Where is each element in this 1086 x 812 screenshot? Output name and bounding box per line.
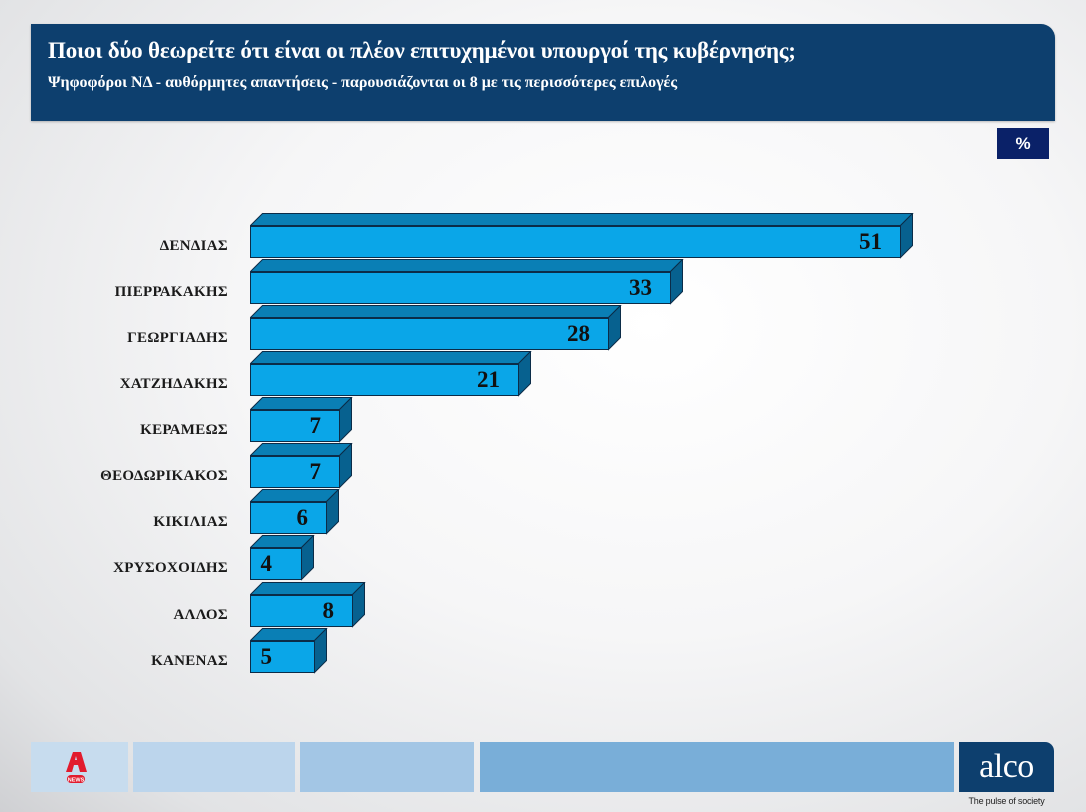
category-label: ΘΕΟΔΩΡΙΚΑΚΟΣ [100, 468, 228, 484]
value-label: 7 [309, 413, 322, 438]
alco-tagline: The pulse of society [968, 796, 1045, 806]
bar-face: 8 [250, 595, 353, 627]
bar-face: 5 [250, 641, 315, 673]
category-label: ΧΑΤΖΗΔΑΚΗΣ [119, 376, 228, 392]
bar-3d-shape [250, 489, 340, 535]
category-label: ΚΕΡΑΜΕΩΣ [140, 422, 228, 438]
bar-3d-shape [250, 628, 328, 674]
footer-block-4 [480, 742, 954, 792]
bar: 6 [250, 489, 340, 535]
category-label: ΓΕΩΡΓΙΑΔΗΣ [127, 330, 228, 346]
bar-face: 6 [250, 502, 327, 534]
bar: 8 [250, 582, 366, 628]
footer-block-2 [133, 742, 295, 792]
category-label: ΚΙΚΙΛΙΑΣ [153, 514, 228, 530]
value-label: 7 [309, 459, 322, 484]
value-label: 21 [477, 367, 500, 392]
bar: 7 [250, 397, 353, 443]
bar-face: 7 [250, 410, 340, 442]
bar: 21 [250, 351, 532, 397]
bar: 33 [250, 259, 684, 305]
bar-chart: ΔΕΝΔΙΑΣ 51 ΠΙΕΡΡΑΚΑΚΗΣ 33 ΓΕΩΡΓΙΑΔΗΣ 28 ΧΑΤΖΗΔ… [100, 213, 914, 674]
value-label: 6 [296, 505, 309, 530]
chart-title: Ποιοι δύο θεωρείτε ότι είναι οι πλέον επ… [48, 38, 796, 63]
value-label: 8 [322, 598, 335, 623]
bar-face: 33 [250, 272, 671, 304]
bar: 51 [250, 213, 914, 259]
value-label: 51 [859, 229, 882, 254]
category-label: ΠΙΕΡΡΑΚΑΚΗΣ [114, 284, 228, 300]
bar-face: 51 [250, 226, 901, 258]
bar: 5 [250, 628, 328, 674]
footer-block-1: NEWS [31, 742, 128, 792]
bar-face: 21 [250, 364, 519, 396]
bar-3d-shape [250, 351, 532, 397]
bar: 28 [250, 305, 622, 351]
category-label: ΧΡΥΣΟΧΟΙΔΗΣ [113, 560, 228, 576]
bar-face: 7 [250, 456, 340, 488]
alpha-news-logo-icon: NEWS [66, 752, 87, 784]
bar-3d-shape [250, 535, 315, 581]
category-label: ΑΛΛΟΣ [173, 607, 228, 623]
value-label: 4 [260, 551, 273, 576]
footer-block-3 [300, 742, 474, 792]
category-label: ΔΕΝΔΙΑΣ [159, 238, 228, 254]
chart-subtitle: Ψηφοφόροι ΝΔ - αυθόρμητες απαντήσεις - π… [48, 74, 678, 91]
title-banner: Ποιοι δύο θεωρείτε ότι είναι οι πλέον επ… [31, 24, 1055, 121]
bar: 7 [250, 443, 353, 489]
svg-text:NEWS: NEWS [68, 778, 85, 784]
bar-face: 4 [250, 548, 302, 580]
bar-3d-shape [250, 443, 353, 489]
value-label: 5 [260, 644, 273, 669]
category-label: ΚΑΝΕΝΑΣ [151, 653, 228, 669]
value-label: 33 [629, 275, 652, 300]
bar: 4 [250, 535, 315, 581]
alco-logo: alco [959, 742, 1054, 792]
bar-3d-shape [250, 305, 622, 351]
bar-face: 28 [250, 318, 609, 350]
unit-badge: % [997, 128, 1049, 159]
value-label: 28 [567, 321, 590, 346]
